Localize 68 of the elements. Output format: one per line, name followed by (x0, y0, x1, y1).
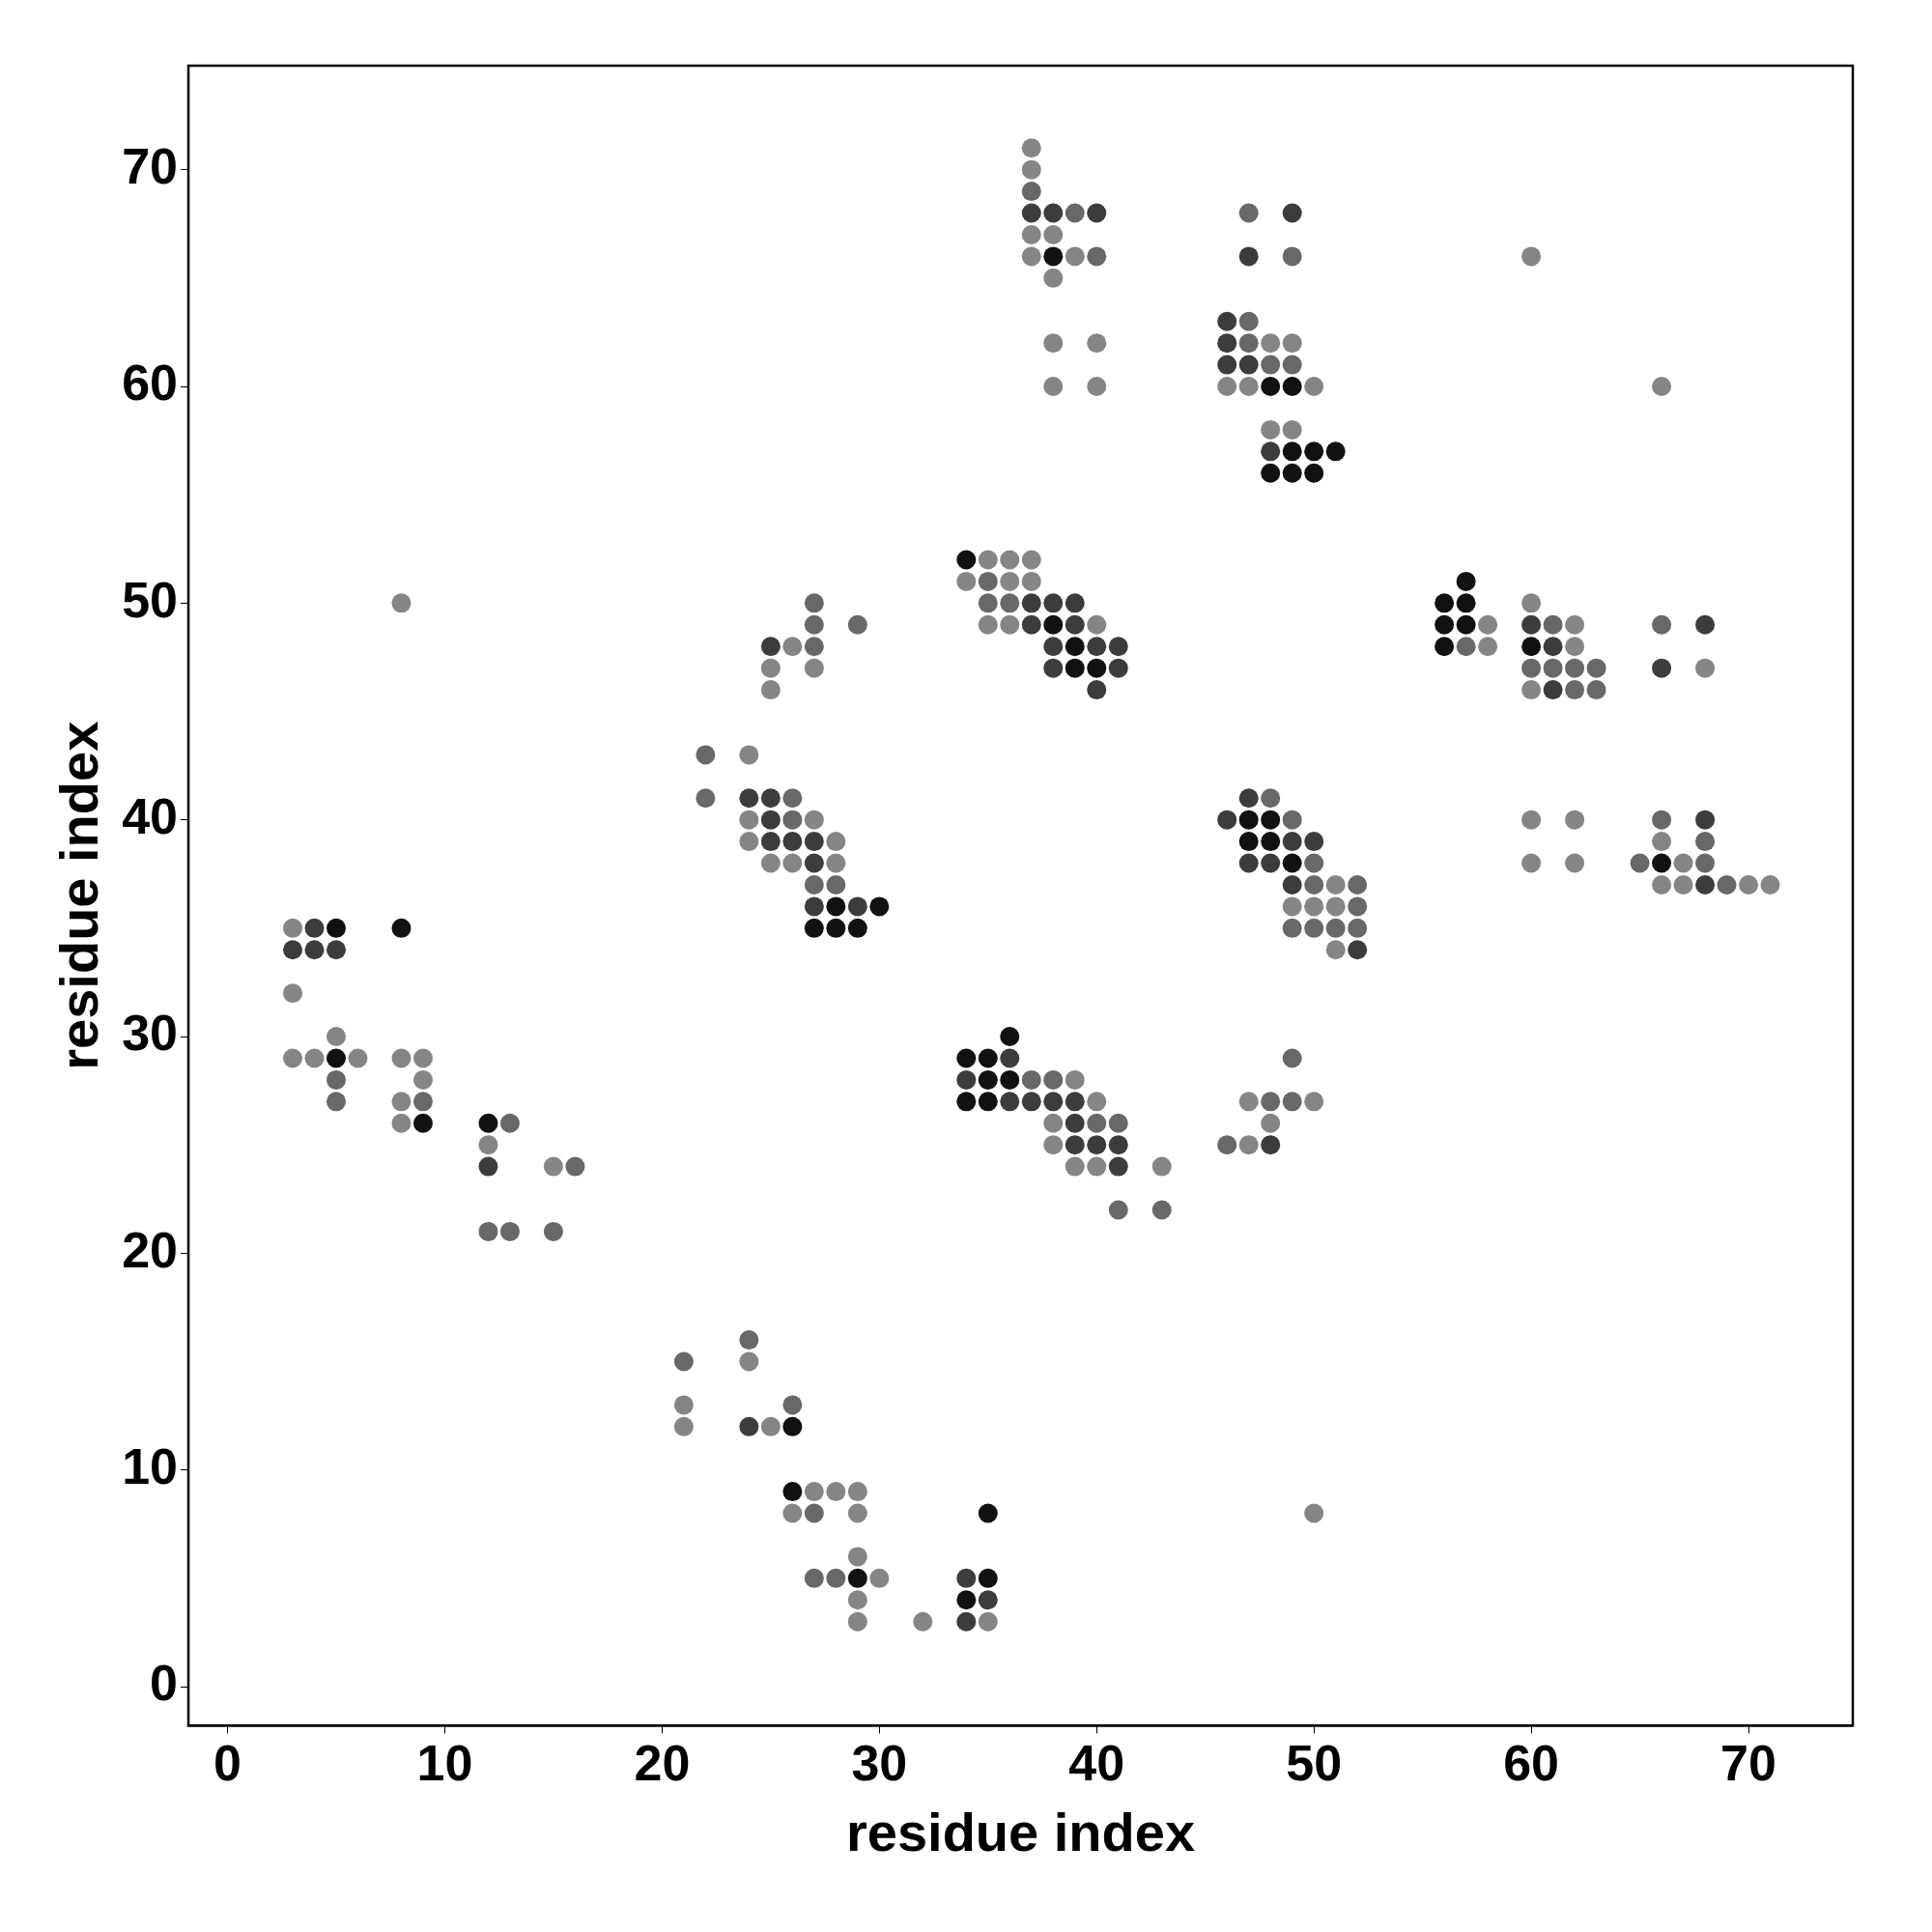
point (782, 1482, 803, 1502)
point (326, 918, 346, 938)
point (1238, 810, 1259, 830)
point (978, 1069, 998, 1090)
point (826, 918, 846, 938)
point (978, 1048, 998, 1068)
point (1065, 637, 1085, 657)
point (956, 1092, 977, 1112)
point (1043, 246, 1064, 267)
point (1261, 377, 1281, 397)
point (1456, 593, 1476, 613)
y-tick-label: 0 (150, 1655, 179, 1712)
point (956, 550, 977, 570)
x-tick-label: 30 (851, 1734, 908, 1791)
point (956, 1590, 977, 1610)
point (1652, 853, 1672, 873)
point (412, 1113, 433, 1133)
point (1521, 637, 1542, 657)
point (978, 1503, 998, 1523)
point (1043, 614, 1064, 635)
point (1282, 377, 1302, 397)
point (1000, 1027, 1020, 1047)
point (1000, 1069, 1020, 1090)
point (391, 918, 412, 938)
point (1238, 832, 1259, 852)
x-axis-title: residue index (846, 1801, 1196, 1862)
x-tick-label: 60 (1503, 1734, 1560, 1791)
point (847, 1568, 867, 1588)
y-tick-label: 60 (122, 355, 179, 412)
x-tick-label: 0 (213, 1734, 242, 1791)
point (1282, 463, 1302, 483)
point (956, 1048, 977, 1068)
y-tick-label: 20 (122, 1221, 179, 1278)
point (1282, 441, 1302, 462)
point (1304, 441, 1324, 462)
y-tick-label: 50 (122, 571, 179, 628)
x-tick-label: 70 (1720, 1734, 1776, 1791)
point (1325, 441, 1346, 462)
point (1261, 810, 1281, 830)
point (847, 918, 867, 938)
y-tick-label: 10 (122, 1438, 179, 1495)
point (1456, 571, 1476, 591)
point (1282, 853, 1302, 873)
point (1261, 463, 1281, 483)
point (826, 896, 846, 917)
x-tick-label: 10 (416, 1734, 473, 1791)
point (478, 1113, 498, 1133)
point (782, 1416, 803, 1436)
point (1087, 658, 1107, 678)
x-tick-label: 50 (1286, 1734, 1343, 1791)
y-tick-label: 70 (122, 138, 179, 195)
point (1304, 463, 1324, 483)
x-tick-label: 40 (1068, 1734, 1125, 1791)
y-tick-label: 40 (122, 788, 179, 845)
point (326, 1048, 346, 1068)
y-axis-title: residue index (48, 721, 110, 1070)
point (1435, 593, 1455, 613)
point (1435, 637, 1455, 657)
point (1065, 658, 1085, 678)
point (978, 1092, 998, 1112)
point (869, 896, 890, 917)
point (978, 1568, 998, 1588)
point (1435, 614, 1455, 635)
y-tick-label: 30 (122, 1005, 179, 1062)
point (1456, 614, 1476, 635)
x-tick-label: 20 (634, 1734, 691, 1791)
point (1261, 832, 1281, 852)
point (804, 918, 824, 938)
